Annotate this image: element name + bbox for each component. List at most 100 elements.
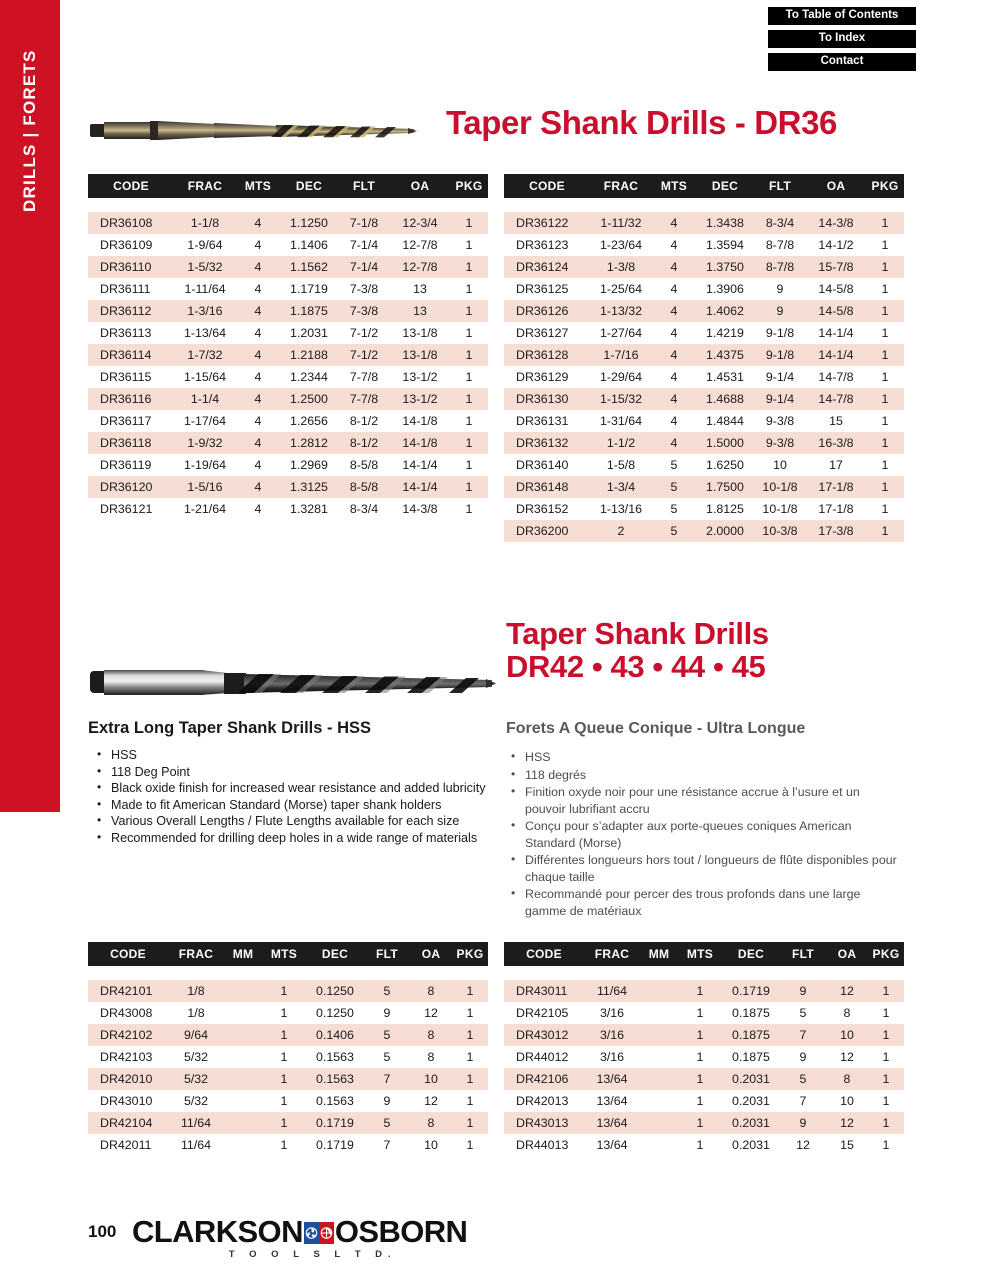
cell-pkg: 1: [450, 212, 488, 234]
cell-code: DR43012: [504, 1024, 584, 1046]
cell-code: DR36121: [100, 502, 153, 516]
table-row[interactable]: DR36115 1-15/64 4 1.2344 7-7/8 13-1/2 1: [88, 366, 488, 388]
table-row[interactable]: DR43013 13/64 1 0.2031 9 12 1: [504, 1112, 904, 1134]
table-body: DR36122 1-11/32 4 1.3438 8-3/4 14-3/8 1 DR36123…: [504, 198, 904, 542]
cell-oa: 10: [410, 1068, 452, 1090]
cell-mts: 1: [696, 1006, 704, 1020]
cell-pkg: 1: [868, 1068, 904, 1090]
table-row[interactable]: DR36122 1-11/32 4 1.3438 8-3/4 14-3/8 1: [504, 212, 904, 234]
table-row[interactable]: DR36140 1-5/8 5 1.6250 10 17 1: [504, 454, 904, 476]
table-row[interactable]: DR43011 11/64 1 0.1719 9 12 1: [504, 980, 904, 1002]
cell-oa: 8: [410, 980, 452, 1002]
cell-pkg: 1: [465, 458, 473, 472]
table-row[interactable]: DR36116 1-1/4 4 1.2500 7-7/8 13-1/2 1: [88, 388, 488, 410]
cell-pkg: 1: [465, 414, 473, 428]
subtitle-fr: Forets A Queue Conique - Ultra Longue: [506, 720, 806, 737]
table-row[interactable]: DR36117 1-17/64 4 1.2656 8-1/2 14-1/8 1: [88, 410, 488, 432]
table-row[interactable]: DR36130 1-15/32 4 1.4688 9-1/4 14-7/8 1: [504, 388, 904, 410]
cell-pkg: 1: [452, 980, 488, 1002]
cell-mts: 1: [678, 1068, 722, 1090]
table-row[interactable]: DR36127 1-27/64 4 1.4219 9-1/8 14-1/4 1: [504, 322, 904, 344]
table-row[interactable]: DR36118 1-9/32 4 1.2812 8-1/2 14-1/8 1: [88, 432, 488, 454]
cell-mts: 5: [670, 458, 678, 472]
logo-wordmark: CLARKSON OSBORN: [132, 1216, 468, 1251]
table-row[interactable]: DR44012 3/16 1 0.1875 9 12 1: [504, 1046, 904, 1068]
cell-mts: 1: [262, 980, 306, 1002]
cell-oa: 12: [826, 1112, 868, 1134]
table-row[interactable]: DR36109 1-9/64 4 1.1406 7-1/4 12-7/8 1: [88, 234, 488, 256]
cell-frac: 5/32: [183, 1050, 209, 1064]
table-row[interactable]: DR42105 3/16 1 0.1875 5 8 1: [504, 1002, 904, 1024]
table-row[interactable]: DR43012 3/16 1 0.1875 7 10 1: [504, 1024, 904, 1046]
to-index-button[interactable]: To Index: [767, 29, 917, 49]
cell-dec: 1.1406: [290, 238, 328, 252]
table-row[interactable]: DR36152 1-13/16 5 1.8125 10-1/8 17-1/8 1: [504, 498, 904, 520]
table-row[interactable]: DR36111 1-11/64 4 1.1719 7-3/8 13 1: [88, 278, 488, 300]
table-row[interactable]: DR42103 5/32 1 0.1563 5 8 1: [88, 1046, 488, 1068]
cell-pkg: 1: [450, 344, 488, 366]
table-row[interactable]: DR36125 1-25/64 4 1.3906 9 14-5/8 1: [504, 278, 904, 300]
contact-button[interactable]: Contact: [767, 52, 917, 72]
table-row[interactable]: DR42104 11/64 1 0.1719 5 8 1: [88, 1112, 488, 1134]
cell-frac: 13/64: [584, 1112, 640, 1134]
table-row[interactable]: DR36120 1-5/16 4 1.3125 8-5/8 14-1/4 1: [88, 476, 488, 498]
table-row[interactable]: DR42013 13/64 1 0.2031 7 10 1: [504, 1090, 904, 1112]
column-header-dec: DEC: [722, 942, 780, 966]
table-row[interactable]: DR44013 13/64 1 0.2031 12 15 1: [504, 1134, 904, 1156]
cell-pkg: 1: [465, 326, 473, 340]
cell-flt: 7-1/2: [349, 326, 379, 340]
table-row[interactable]: DR42106 13/64 1 0.2031 5 8 1: [504, 1068, 904, 1090]
cell-frac: 1-3/4: [590, 476, 652, 498]
cell-pkg: 1: [882, 1138, 890, 1152]
table-row[interactable]: DR36123 1-23/64 4 1.3594 8-7/8 14-1/2 1: [504, 234, 904, 256]
column-header-oa: OA: [390, 174, 450, 198]
table-row[interactable]: DR42011 11/64 1 0.1719 7 10 1: [88, 1134, 488, 1156]
table-row[interactable]: DR36119 1-19/64 4 1.2969 8-5/8 14-1/4 1: [88, 454, 488, 476]
table-row[interactable]: DR36126 1-13/32 4 1.4062 9 14-5/8 1: [504, 300, 904, 322]
cell-code: DR42104: [88, 1112, 168, 1134]
table-row[interactable]: DR36148 1-3/4 5 1.7500 10-1/8 17-1/8 1: [504, 476, 904, 498]
table-row[interactable]: DR36110 1-5/32 4 1.1562 7-1/4 12-7/8 1: [88, 256, 488, 278]
cell-code: DR36111: [100, 282, 151, 296]
cell-frac: 1-5/32: [174, 256, 236, 278]
table-row[interactable]: DR43008 1/8 1 0.1250 9 12 1: [88, 1002, 488, 1024]
table-row[interactable]: DR42101 1/8 1 0.1250 5 8 1: [88, 980, 488, 1002]
table-row[interactable]: DR42010 5/32 1 0.1563 7 10 1: [88, 1068, 488, 1090]
cell-flt: 8-3/4: [754, 212, 806, 234]
table-row[interactable]: DR36108 1-1/8 4 1.1250 7-1/8 12-3/4 1: [88, 212, 488, 234]
cell-code: DR36152: [516, 502, 569, 516]
cell-oa: 13-1/2: [402, 370, 438, 384]
column-header-code: CODE: [88, 942, 168, 966]
table-row[interactable]: DR36128 1-7/16 4 1.4375 9-1/8 14-1/4 1: [504, 344, 904, 366]
cell-code: DR36115: [100, 370, 152, 384]
table-row[interactable]: DR36131 1-31/64 4 1.4844 9-3/8 15 1: [504, 410, 904, 432]
table-row[interactable]: DR36114 1-7/32 4 1.2188 7-1/2 13-1/8 1: [88, 344, 488, 366]
table-row[interactable]: DR36113 1-13/64 4 1.2031 7-1/2 13-1/8 1: [88, 322, 488, 344]
table-row[interactable]: DR36129 1-29/64 4 1.4531 9-1/4 14-7/8 1: [504, 366, 904, 388]
column-header-flt: FLT: [754, 174, 806, 198]
logo-mark-icon: [303, 1219, 334, 1251]
cell-code: DR43011: [504, 980, 584, 1002]
column-header-code: CODE: [504, 942, 584, 966]
table-row[interactable]: DR36132 1-1/2 4 1.5000 9-3/8 16-3/8 1: [504, 432, 904, 454]
cell-flt: 5: [799, 1006, 807, 1020]
cell-pkg: 1: [866, 388, 904, 410]
cell-code: DR36200: [504, 520, 590, 542]
table-row[interactable]: DR42102 9/64 1 0.1406 5 8 1: [88, 1024, 488, 1046]
table-row[interactable]: DR36112 1-3/16 4 1.1875 7-3/8 13 1: [88, 300, 488, 322]
cell-frac: 1/8: [187, 1006, 205, 1020]
cell-oa: 10: [424, 1138, 438, 1152]
cell-frac: 5/32: [168, 1068, 224, 1090]
table-row[interactable]: DR36124 1-3/8 4 1.3750 8-7/8 15-7/8 1: [504, 256, 904, 278]
cell-flt: 9-1/4: [765, 370, 795, 384]
table-row[interactable]: DR36121 1-21/64 4 1.3281 8-3/4 14-3/8 1: [88, 498, 488, 520]
cell-pkg: 1: [466, 1094, 474, 1108]
table-row[interactable]: DR43010 5/32 1 0.1563 9 12 1: [88, 1090, 488, 1112]
cell-frac: 1-25/64: [599, 282, 643, 296]
cell-dec: 0.1250: [316, 1006, 354, 1020]
cell-pkg: 1: [881, 414, 889, 428]
cell-flt: 5: [364, 980, 410, 1002]
to-table-of-contents-button[interactable]: To Table of Contents: [767, 6, 917, 26]
table-row[interactable]: DR36200 2 5 2.0000 10-3/8 17-3/8 1: [504, 520, 904, 542]
cell-pkg: 1: [881, 370, 889, 384]
